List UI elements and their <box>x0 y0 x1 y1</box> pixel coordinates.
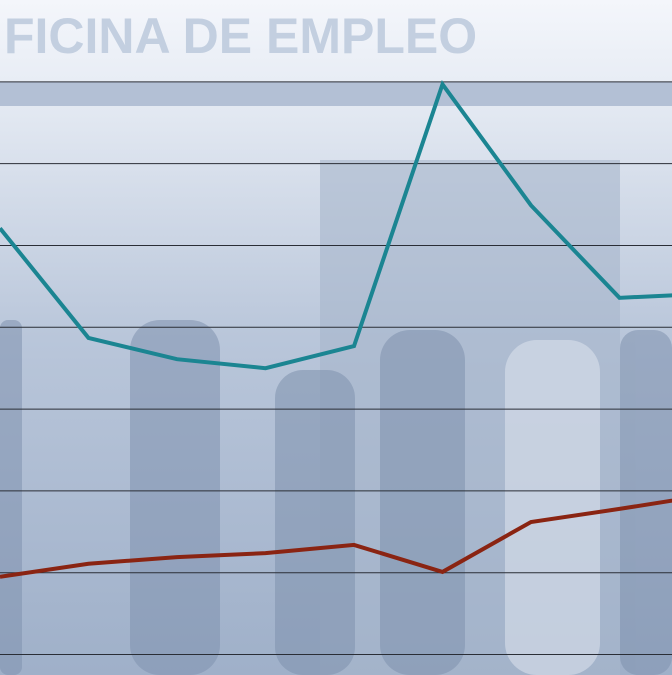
data-line <box>0 498 672 579</box>
sign-text: FICINA DE EMPLEO <box>4 8 477 64</box>
data-line <box>0 79 672 371</box>
photo-sign-band <box>0 82 672 106</box>
